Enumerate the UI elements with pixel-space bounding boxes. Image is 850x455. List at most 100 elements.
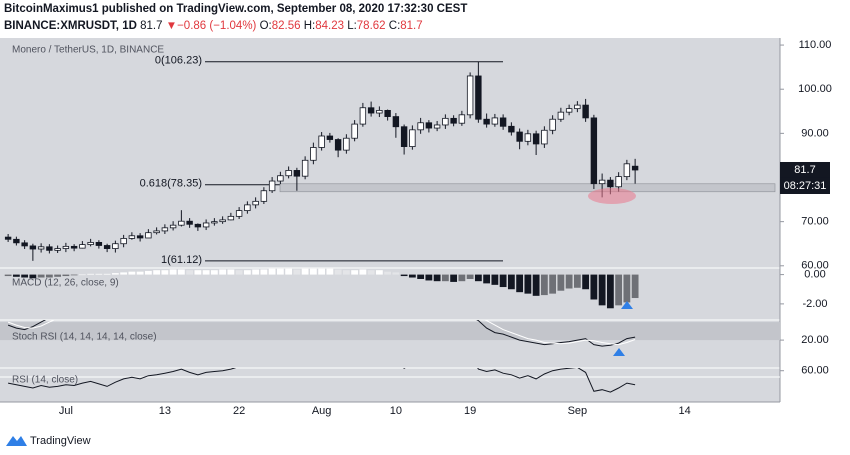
macd-bar bbox=[334, 269, 342, 275]
candle-body bbox=[582, 104, 589, 119]
candle-body bbox=[607, 179, 614, 188]
candle-body bbox=[13, 238, 20, 244]
fib-label: 1(61.12) bbox=[161, 254, 202, 266]
indicator-line bbox=[7, 320, 636, 346]
y-tick-label: 110.00 bbox=[799, 39, 832, 51]
x-tick-label: Aug bbox=[312, 405, 332, 417]
candle-body bbox=[524, 133, 532, 142]
macd-bar bbox=[524, 274, 532, 294]
candle-body bbox=[244, 204, 251, 212]
macd-bar bbox=[359, 269, 367, 275]
macd-title: MACD (12, 26, close, 9) bbox=[12, 278, 119, 289]
candle-body bbox=[136, 235, 144, 239]
candle-body bbox=[169, 224, 177, 229]
pane bbox=[0, 320, 780, 347]
candle-body bbox=[532, 133, 540, 145]
candle-body bbox=[549, 118, 556, 131]
macd-bar bbox=[235, 270, 243, 275]
candle-body bbox=[153, 230, 160, 234]
candle-body bbox=[425, 122, 433, 129]
candle-body bbox=[499, 117, 507, 127]
macd-bar bbox=[483, 274, 491, 284]
candle-body bbox=[565, 108, 573, 113]
y-tick-label: 60.00 bbox=[801, 365, 829, 377]
candle-body bbox=[46, 246, 53, 251]
macd-bar bbox=[4, 274, 12, 277]
candle-body bbox=[508, 125, 515, 133]
candle-body bbox=[120, 238, 127, 245]
macd-bar bbox=[392, 272, 400, 275]
y-tick-label: 20.00 bbox=[801, 334, 829, 346]
x-tick-label: Sep bbox=[568, 405, 588, 417]
candle-body bbox=[384, 109, 391, 117]
macd-bar bbox=[177, 269, 185, 275]
candle-body bbox=[4, 236, 12, 240]
candle-body bbox=[318, 135, 325, 148]
pane bbox=[8, 368, 636, 393]
countdown-tag bbox=[780, 177, 830, 194]
candle-body bbox=[293, 170, 301, 177]
macd-bar bbox=[351, 270, 359, 275]
candle-body bbox=[623, 163, 631, 178]
macd-bar bbox=[103, 273, 111, 275]
pane: 0(106.23) 0.618(78.35) 1(61.12) bbox=[4, 55, 776, 266]
macd-bar bbox=[590, 274, 598, 300]
y-tick-label: -2.00 bbox=[802, 298, 827, 310]
fib-label: 0(106.23) bbox=[155, 55, 202, 67]
macd-bar bbox=[441, 274, 449, 282]
countdown-label: 08:27:31 bbox=[784, 180, 827, 192]
x-tick-label: 19 bbox=[464, 405, 476, 417]
macd-bar bbox=[606, 274, 614, 309]
indicator-line bbox=[8, 368, 636, 393]
candle-body bbox=[631, 165, 639, 171]
change: −0.86 (−1.04%) bbox=[177, 20, 256, 32]
macd-bar bbox=[169, 269, 177, 275]
macd-bar bbox=[565, 274, 573, 289]
candle-body bbox=[516, 131, 523, 142]
macd-bar bbox=[202, 270, 210, 275]
candle-body bbox=[466, 75, 474, 116]
symbol-line: BINANCE:XMRUSDT, 1D 81.7 ▼−0.86 (−1.04%)… bbox=[4, 20, 423, 32]
candle-body bbox=[128, 235, 136, 239]
macd-bar bbox=[301, 268, 309, 275]
macd-bar bbox=[466, 274, 474, 279]
macd-bar bbox=[326, 268, 334, 275]
support-zone bbox=[279, 183, 776, 193]
macd-bar bbox=[532, 274, 540, 296]
y-tick-label: 70.00 bbox=[801, 216, 829, 228]
macd-bar bbox=[631, 274, 639, 299]
c-label: C: bbox=[389, 20, 401, 32]
macd-bar bbox=[153, 270, 161, 275]
macd-bar bbox=[210, 270, 218, 275]
chart-title: Monero / TetherUS, 1D, BINANCE bbox=[12, 45, 164, 56]
rsi-title: RSI (14, close) bbox=[12, 375, 78, 386]
x-tick-label: 10 bbox=[390, 405, 402, 417]
candle-body bbox=[277, 175, 284, 182]
macd-bar bbox=[128, 271, 136, 275]
macd-bar bbox=[557, 274, 565, 291]
candle-body bbox=[557, 111, 565, 120]
candle-body bbox=[285, 170, 292, 177]
candle-body bbox=[112, 243, 119, 249]
indicator-line bbox=[7, 320, 636, 347]
macd-bar bbox=[120, 272, 128, 275]
x-tick-label: Jul bbox=[59, 405, 73, 417]
macd-bar bbox=[194, 270, 202, 275]
macd-bar bbox=[458, 274, 466, 282]
macd-bar bbox=[450, 274, 458, 282]
macd-bar bbox=[186, 270, 194, 275]
pane bbox=[4, 268, 639, 309]
candle-body bbox=[574, 104, 581, 110]
macd-bar bbox=[582, 274, 590, 290]
candle-body bbox=[219, 219, 226, 223]
candle-body bbox=[178, 220, 185, 226]
macd-bar bbox=[623, 274, 631, 303]
price-tag-label: 81.7 bbox=[794, 164, 815, 176]
candle-body bbox=[491, 117, 499, 125]
candle-body bbox=[301, 159, 309, 177]
candle-body bbox=[359, 107, 367, 125]
h-label: H: bbox=[304, 20, 316, 32]
y-tick-label: 0.00 bbox=[804, 268, 825, 280]
highlight-ellipse bbox=[588, 188, 636, 204]
